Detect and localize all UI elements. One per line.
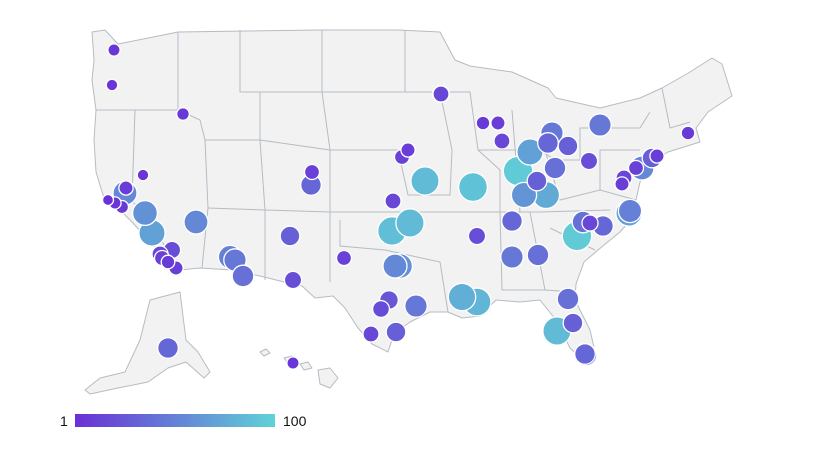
location-bubble-houston-1[interactable] bbox=[385, 321, 407, 343]
location-bubble-buffalo[interactable] bbox=[588, 113, 612, 137]
location-bubble-sacramento[interactable] bbox=[118, 180, 134, 196]
location-bubble-philadelphia[interactable] bbox=[627, 159, 645, 177]
legend-min-label: 1 bbox=[60, 413, 68, 429]
location-bubble-houston-2[interactable] bbox=[404, 294, 428, 318]
location-bubble-birmingham[interactable] bbox=[526, 243, 550, 267]
location-bubble-kansas-city[interactable] bbox=[410, 166, 440, 196]
location-bubble-tampa[interactable] bbox=[562, 312, 584, 334]
location-bubble-honolulu[interactable] bbox=[286, 356, 300, 370]
location-bubble-milwaukee-1[interactable] bbox=[475, 115, 491, 131]
location-bubble-okc-2[interactable] bbox=[395, 208, 425, 238]
location-bubble-miami-1[interactable] bbox=[574, 343, 596, 365]
legend-gradient-bar bbox=[75, 414, 275, 427]
legend-max-label: 100 bbox=[283, 413, 307, 429]
location-bubble-jacksonville[interactable] bbox=[556, 287, 580, 311]
alaska bbox=[84, 291, 211, 395]
location-bubble-atlanta[interactable] bbox=[500, 245, 524, 269]
location-bubble-new-york-3[interactable] bbox=[649, 148, 665, 164]
location-bubble-minneapolis-2[interactable] bbox=[432, 85, 450, 103]
location-bubble-st-louis[interactable] bbox=[457, 171, 489, 203]
hawaii bbox=[259, 348, 339, 389]
location-bubble-omaha[interactable] bbox=[400, 142, 416, 158]
location-bubble-sf-1[interactable] bbox=[101, 193, 115, 207]
location-bubble-seattle[interactable] bbox=[107, 43, 121, 57]
location-bubble-boston[interactable] bbox=[680, 125, 696, 141]
location-bubble-virginia-beach-2[interactable] bbox=[617, 198, 643, 224]
location-bubble-la-3[interactable] bbox=[160, 254, 176, 270]
location-bubble-boise[interactable] bbox=[176, 107, 190, 121]
location-bubble-san-antonio[interactable] bbox=[371, 299, 391, 319]
location-bubble-anchorage[interactable] bbox=[157, 337, 179, 359]
location-bubble-corpus[interactable] bbox=[362, 325, 380, 343]
location-bubble-lubbock[interactable] bbox=[335, 249, 353, 267]
color-legend: 1 100 bbox=[60, 412, 320, 432]
location-bubble-nashville[interactable] bbox=[501, 210, 523, 232]
location-bubble-albuquerque[interactable] bbox=[279, 225, 301, 247]
location-bubble-chicago[interactable] bbox=[493, 132, 511, 150]
location-bubble-detroit-1[interactable] bbox=[537, 132, 559, 154]
location-bubble-denver-1[interactable] bbox=[303, 163, 321, 181]
location-bubble-milwaukee-2[interactable] bbox=[490, 115, 506, 131]
location-bubble-ohio-1[interactable] bbox=[557, 135, 579, 157]
us-map bbox=[84, 29, 733, 395]
location-bubble-charlotte-2[interactable] bbox=[581, 214, 599, 232]
location-bubble-tucson[interactable] bbox=[231, 264, 255, 288]
location-bubble-el-paso[interactable] bbox=[283, 270, 303, 290]
location-bubble-wichita[interactable] bbox=[384, 192, 402, 210]
location-bubble-las-vegas[interactable] bbox=[183, 209, 209, 235]
location-bubble-portland[interactable] bbox=[105, 78, 119, 92]
location-bubble-reno[interactable] bbox=[136, 168, 150, 182]
location-bubble-new-orleans-1[interactable] bbox=[447, 282, 477, 312]
location-bubble-memphis[interactable] bbox=[467, 226, 487, 246]
location-bubble-pittsburgh[interactable] bbox=[579, 151, 599, 171]
location-bubble-dallas-1[interactable] bbox=[382, 253, 408, 279]
bubble-layer bbox=[101, 43, 696, 370]
location-bubble-dc-2[interactable] bbox=[614, 176, 630, 192]
location-bubble-fresno[interactable] bbox=[131, 199, 159, 227]
location-bubble-dayton[interactable] bbox=[526, 170, 548, 192]
location-bubble-columbus[interactable] bbox=[543, 156, 567, 180]
